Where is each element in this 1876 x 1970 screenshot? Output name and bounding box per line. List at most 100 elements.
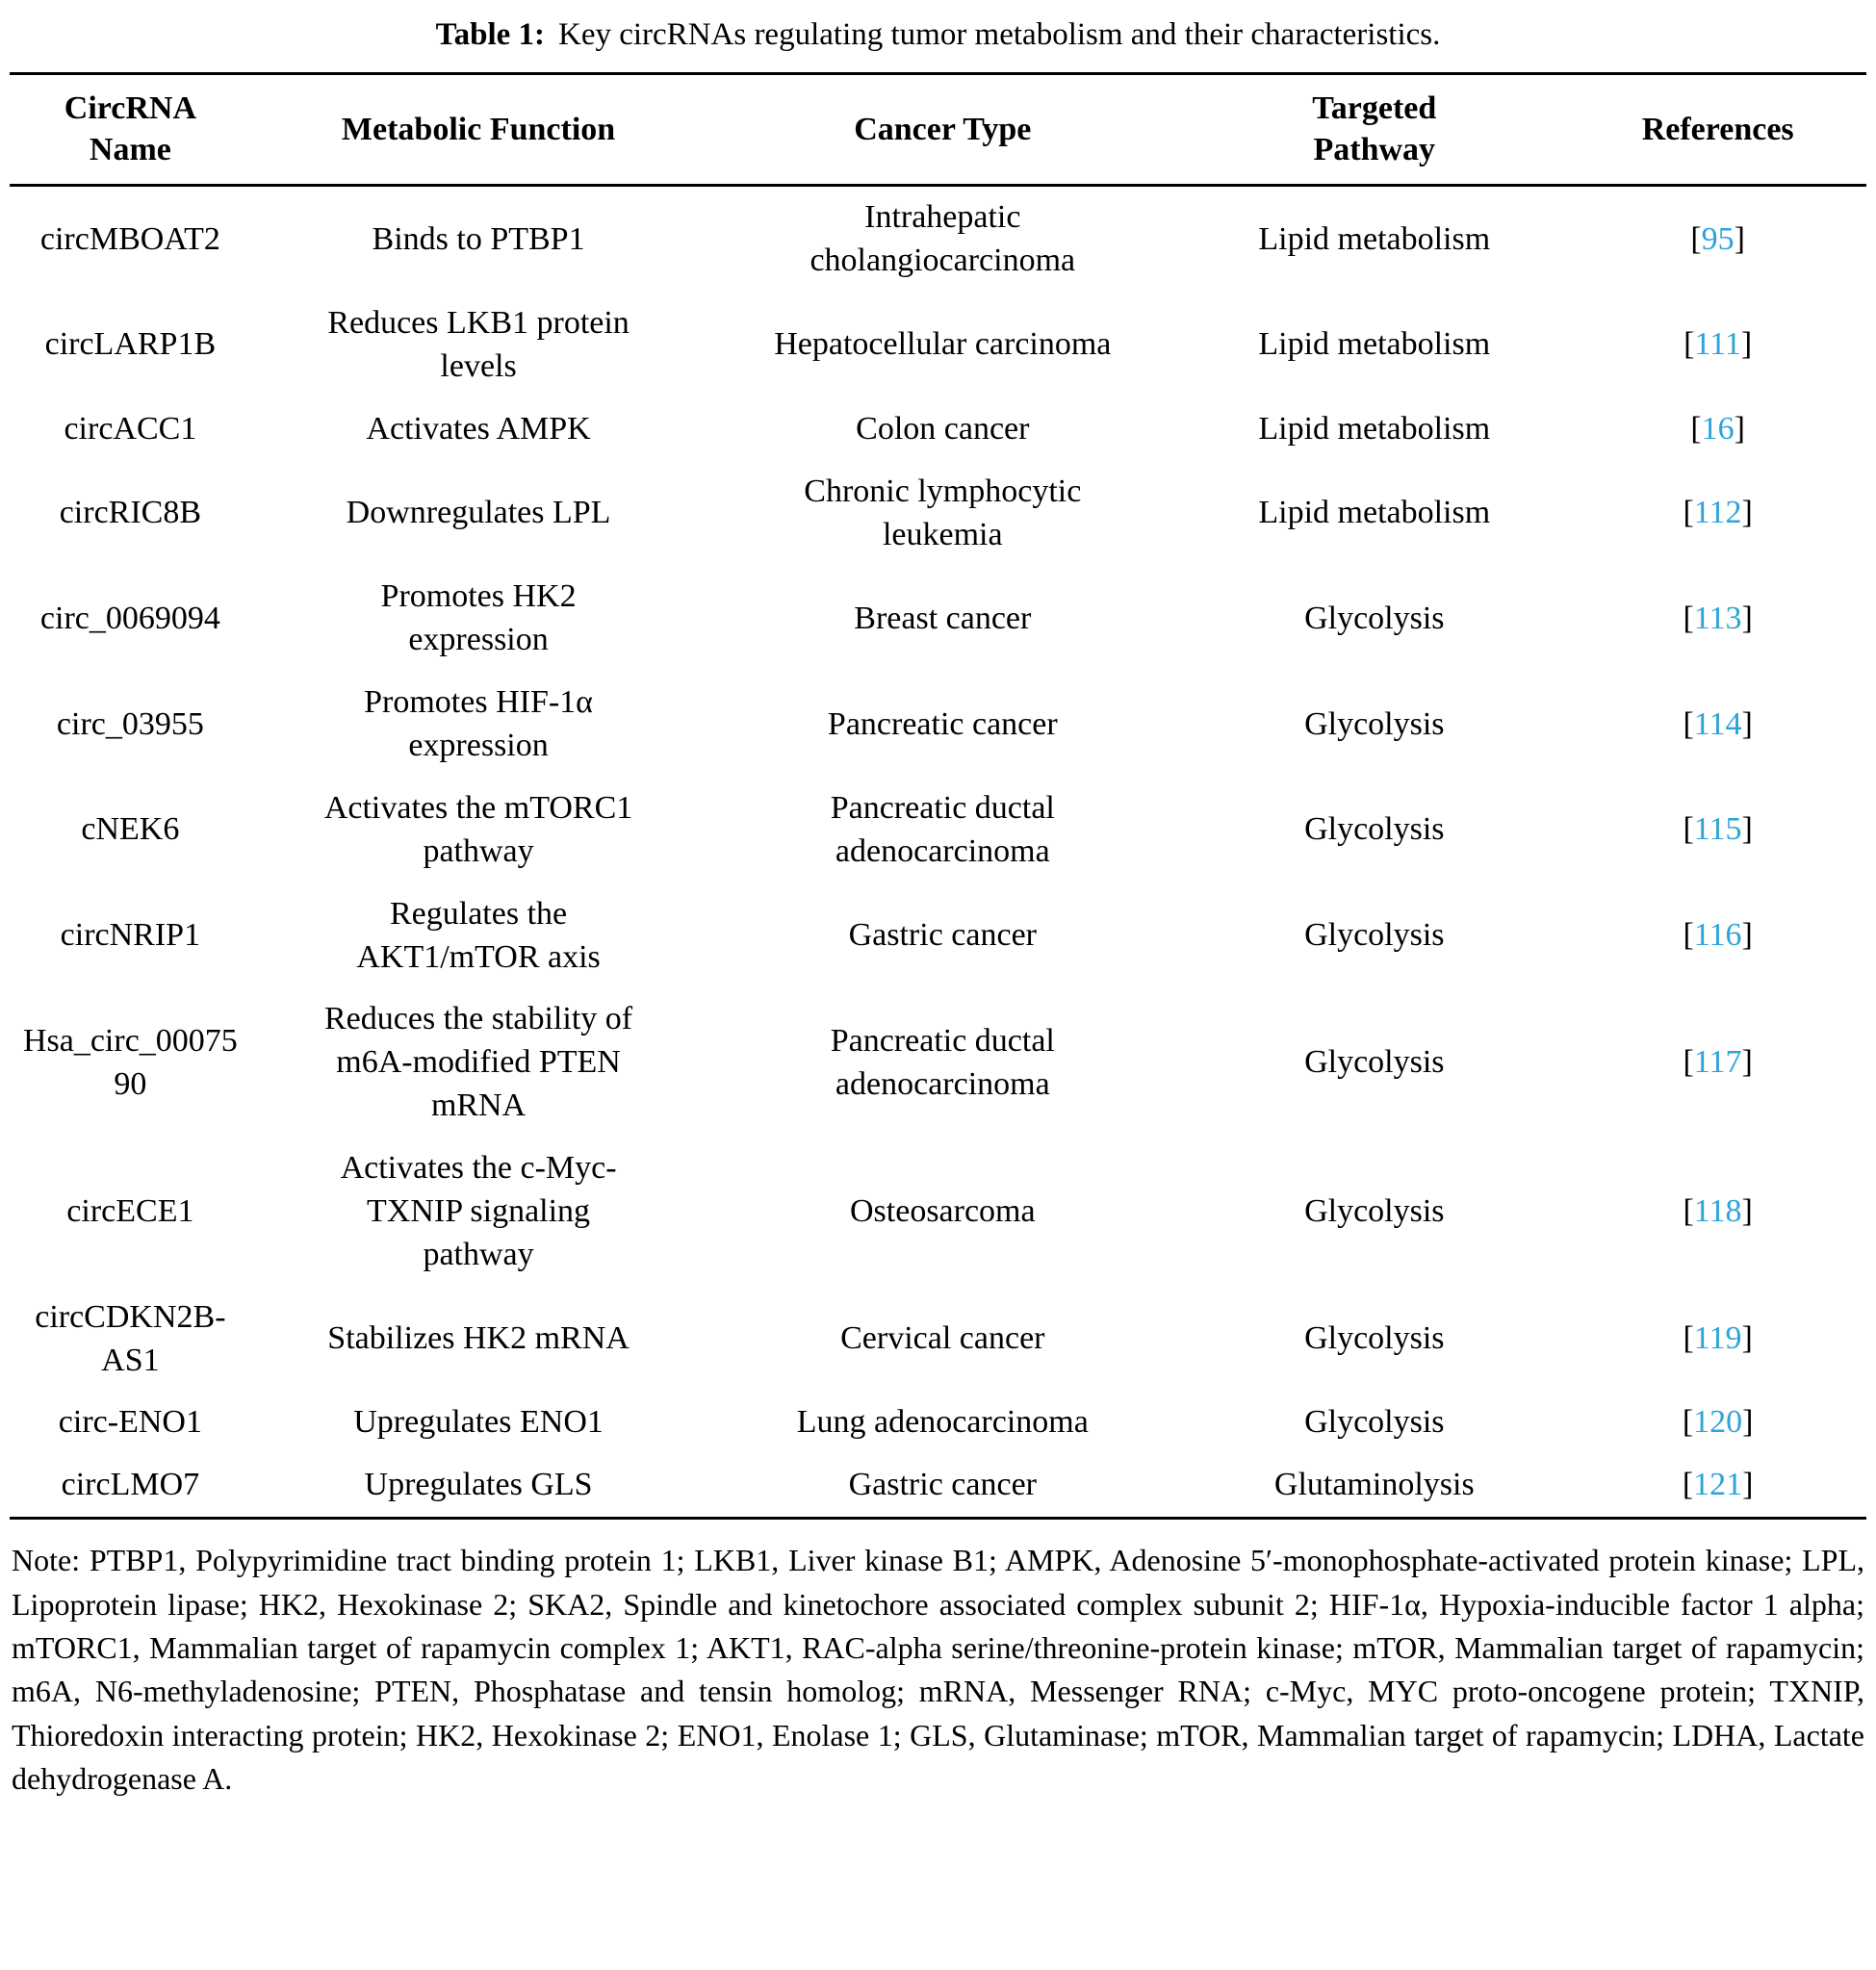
reference-link[interactable]: 117 [1693, 1044, 1742, 1081]
reference-bracket-close: ] [1741, 705, 1753, 742]
table-row: circLARP1B Reduces LKB1 protein levels H… [10, 293, 1866, 398]
reference-bracket-open: [ [1683, 811, 1694, 848]
cell-metabolic-function: Stabilizes HK2 mRNA [327, 1320, 630, 1357]
cell-targeted-pathway: Glycolysis [1304, 1192, 1445, 1229]
cell-cancer-type: Hepatocellular carcinoma [774, 326, 1112, 363]
header-metabolic-function: Metabolic Function [250, 73, 707, 188]
cell-cancer-type: Chronic lymphocytic leukemia [804, 473, 1082, 552]
circrna-table: CircRNA Name Metabolic Function Cancer T… [10, 72, 1866, 1521]
cell-reference: [16] [1569, 398, 1866, 461]
cell-metabolic-function: Activates the c-Myc-TXNIP signaling path… [340, 1150, 617, 1272]
table-row: circECE1 Activates the c-Myc-TXNIP signa… [10, 1138, 1866, 1287]
cell-targeted-pathway: Glycolysis [1304, 917, 1445, 954]
cell-circrna-name: circLARP1B [44, 326, 217, 363]
cell-cancer-type: Cervical cancer [840, 1320, 1045, 1357]
reference-bracket-close: ] [1741, 495, 1753, 531]
cell-targeted-pathway: Lipid metabolism [1258, 326, 1491, 363]
cell-metabolic-function: Regulates the AKT1/mTOR axis [356, 895, 601, 975]
reference-bracket-open: [ [1690, 410, 1702, 447]
cell-circrna-name: circNRIP1 [60, 917, 201, 954]
cell-cancer-type: Pancreatic cancer [827, 705, 1058, 742]
reference-link[interactable]: 112 [1693, 495, 1742, 531]
cell-reference: [119] [1569, 1287, 1866, 1393]
reference-bracket-close: ] [1740, 326, 1753, 363]
table-row: circ_03955 Promotes HIF-1α expression Pa… [10, 672, 1866, 778]
reference-bracket-close: ] [1741, 1044, 1753, 1081]
reference-link[interactable]: 16 [1701, 410, 1735, 447]
cell-reference: [115] [1569, 778, 1866, 883]
cell-circrna-name: circRIC8B [59, 495, 202, 531]
reference-bracket-close: ] [1734, 410, 1745, 447]
cell-cancer-type: Pancreatic ductal adenocarcinoma [830, 1022, 1055, 1102]
cell-metabolic-function: Activates the mTORC1 pathway [323, 789, 633, 869]
cell-metabolic-function: Reduces the stability of m6A-modified PT… [324, 1001, 633, 1124]
reference-link[interactable]: 116 [1693, 917, 1742, 954]
reference-bracket-open: [ [1683, 495, 1694, 531]
table-row: circCDKN2B-AS1 Stabilizes HK2 mRNA Cervi… [10, 1287, 1866, 1393]
cell-cancer-type: Gastric cancer [848, 1467, 1037, 1503]
paper-page: Table 1: Key circRNAs regulating tumor me… [10, 15, 1866, 1796]
cell-reference: [113] [1569, 566, 1866, 672]
cell-metabolic-function: Activates AMPK [366, 410, 591, 447]
table-row: circMBOAT2 Binds to PTBP1 Intrahepatic c… [10, 186, 1866, 293]
table-row: circRIC8B Downregulates LPL Chronic lymp… [10, 461, 1866, 567]
cell-targeted-pathway: Lipid metabolism [1258, 410, 1491, 447]
cell-cancer-type: Colon cancer [856, 410, 1030, 447]
reference-bracket-open: [ [1683, 600, 1694, 636]
table-caption: Table 1: Key circRNAs regulating tumor me… [10, 15, 1866, 55]
reference-bracket-open: [ [1683, 917, 1694, 954]
reference-bracket-open: [ [1683, 326, 1695, 363]
table-row: circACC1 Activates AMPK Colon cancer Lip… [10, 398, 1866, 461]
reference-link[interactable]: 120 [1693, 1404, 1743, 1441]
cell-reference: [116] [1569, 883, 1866, 989]
cell-reference: [95] [1569, 186, 1866, 293]
table-body: circMBOAT2 Binds to PTBP1 Intrahepatic c… [10, 186, 1866, 1519]
cell-circrna-name: circ-ENO1 [58, 1404, 202, 1441]
reference-bracket-close: ] [1742, 1404, 1754, 1441]
reference-bracket-open: [ [1683, 705, 1694, 742]
cell-reference: [121] [1569, 1454, 1866, 1518]
reference-bracket-close: ] [1741, 811, 1753, 848]
cell-targeted-pathway: Glycolysis [1304, 1320, 1445, 1357]
table-row: circNRIP1 Regulates the AKT1/mTOR axis G… [10, 883, 1866, 989]
cell-targeted-pathway: Lipid metabolism [1258, 220, 1491, 257]
cell-circrna-name: circCDKN2B-AS1 [35, 1298, 226, 1378]
reference-link[interactable]: 113 [1693, 600, 1742, 636]
cell-targeted-pathway: Glycolysis [1304, 600, 1445, 636]
reference-link[interactable]: 111 [1694, 326, 1741, 363]
table-caption-label: Table 1: [435, 17, 545, 52]
cell-targeted-pathway: Glycolysis [1304, 1044, 1445, 1081]
table-header: CircRNA Name Metabolic Function Cancer T… [10, 73, 1866, 188]
reference-link[interactable]: 115 [1693, 811, 1742, 848]
cell-reference: [118] [1569, 1138, 1866, 1287]
reference-link[interactable]: 95 [1701, 220, 1735, 257]
header-references: References [1569, 73, 1866, 188]
table-row: circ-ENO1 Upregulates ENO1 Lung adenocar… [10, 1392, 1866, 1454]
reference-link[interactable]: 121 [1693, 1467, 1743, 1503]
table-caption-text: Key circRNAs regulating tumor metabolism… [558, 17, 1441, 52]
cell-targeted-pathway: Glutaminolysis [1273, 1467, 1475, 1503]
reference-link[interactable]: 119 [1693, 1320, 1742, 1357]
cell-reference: [120] [1569, 1392, 1866, 1454]
cell-targeted-pathway: Glycolysis [1304, 1404, 1445, 1441]
table-row: Hsa_circ_0007590 Reduces the stability o… [10, 988, 1866, 1138]
cell-cancer-type: Breast cancer [854, 600, 1032, 636]
reference-link[interactable]: 118 [1693, 1192, 1742, 1229]
header-targeted-pathway: Targeted Pathway [1179, 73, 1570, 188]
reference-link[interactable]: 114 [1693, 705, 1742, 742]
header-cancer-type: Cancer Type [706, 73, 1180, 188]
cell-reference: [114] [1569, 672, 1866, 778]
reference-bracket-close: ] [1742, 1467, 1754, 1503]
table-row: circLMO7 Upregulates GLS Gastric cancer … [10, 1454, 1866, 1518]
cell-cancer-type: Gastric cancer [848, 917, 1037, 954]
cell-circrna-name: circ_03955 [56, 705, 204, 742]
cell-circrna-name: circ_0069094 [39, 600, 220, 636]
cell-metabolic-function: Promotes HIF-1α expression [364, 684, 593, 763]
reference-bracket-open: [ [1682, 1404, 1694, 1441]
reference-bracket-close: ] [1741, 917, 1753, 954]
cell-circrna-name: circMBOAT2 [39, 220, 220, 257]
cell-cancer-type: Pancreatic ductal adenocarcinoma [830, 789, 1055, 869]
reference-bracket-open: [ [1683, 1044, 1694, 1081]
cell-metabolic-function: Promotes HK2 expression [380, 578, 577, 658]
table-row: cNEK6 Activates the mTORC1 pathway Pancr… [10, 778, 1866, 883]
